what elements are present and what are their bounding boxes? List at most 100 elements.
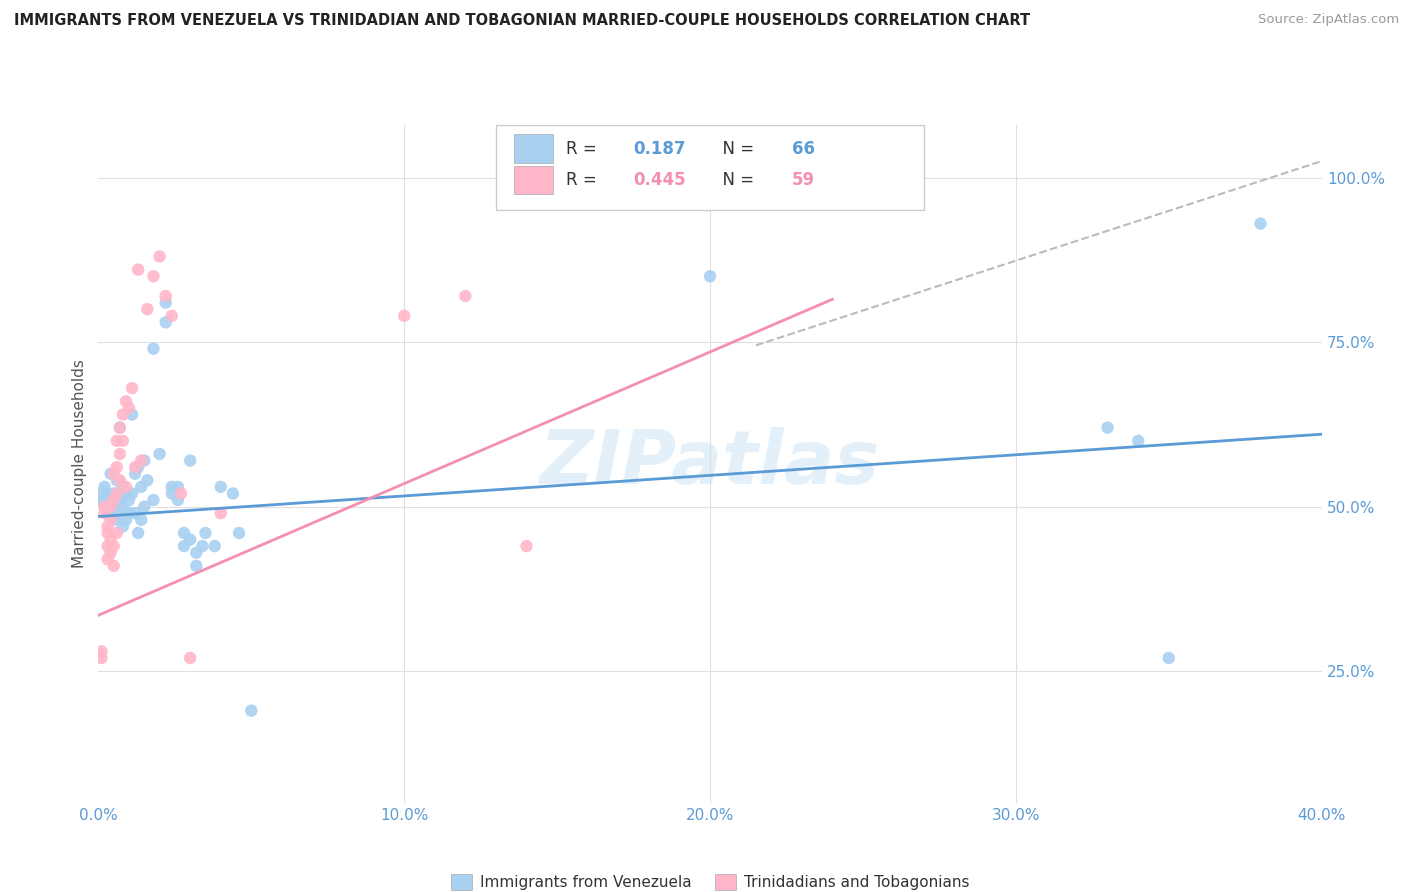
Point (155, 295, 177, 310)
Point (142, 269, 165, 284)
Text: IMMIGRANTS FROM VENEZUELA VS TRINIDADIAN AND TOBAGONIAN MARRIED-COUPLE HOUSEHOLD: IMMIGRANTS FROM VENEZUELA VS TRINIDADIAN… (14, 13, 1031, 29)
Text: 66: 66 (792, 140, 815, 158)
Point (186, 558, 208, 573)
Point (127, 262, 149, 277)
Point (103, 513, 125, 527)
Text: Source: ZipAtlas.com: Source: ZipAtlas.com (1258, 13, 1399, 27)
Point (1097, 420, 1119, 434)
Point (93, 500, 115, 514)
FancyBboxPatch shape (515, 166, 554, 194)
Point (136, 473, 159, 487)
Point (97, 539, 120, 553)
Legend: Immigrants from Venezuela, Trinidadians and Tobagonians: Immigrants from Venezuela, Trinidadians … (444, 868, 976, 892)
Point (118, 401, 141, 415)
Point (179, 453, 201, 467)
Point (173, 539, 195, 553)
Point (209, 506, 232, 520)
Point (90, 486, 112, 500)
Point (160, 480, 183, 494)
Point (100, 493, 122, 508)
Point (186, 546, 208, 560)
Text: 59: 59 (792, 170, 815, 189)
Point (167, 480, 190, 494)
Point (105, 460, 128, 475)
Point (111, 519, 134, 533)
Point (93, 493, 115, 508)
Point (121, 408, 143, 422)
Point (97, 552, 120, 566)
Text: 0.445: 0.445 (633, 170, 686, 189)
Point (100, 533, 122, 547)
Point (170, 486, 193, 500)
Point (149, 447, 172, 461)
Point (127, 525, 149, 540)
Point (155, 315, 177, 329)
Point (111, 434, 134, 448)
FancyBboxPatch shape (515, 135, 554, 163)
Point (105, 434, 128, 448)
Point (124, 467, 146, 481)
Point (118, 506, 141, 520)
Point (97, 486, 120, 500)
Point (108, 493, 131, 508)
Point (105, 506, 128, 520)
Point (100, 513, 122, 527)
Point (115, 480, 138, 494)
Point (100, 467, 122, 481)
Text: N =: N = (713, 140, 759, 158)
Point (97, 500, 120, 514)
Point (142, 342, 165, 356)
Point (121, 486, 143, 500)
Text: ZIPatlas: ZIPatlas (540, 427, 880, 500)
Text: 0.187: 0.187 (633, 140, 686, 158)
Point (90, 644, 112, 658)
Point (100, 500, 122, 514)
Point (105, 473, 128, 487)
Point (97, 525, 120, 540)
Point (142, 493, 165, 508)
Point (103, 493, 125, 508)
Point (115, 486, 138, 500)
Point (155, 289, 177, 303)
Point (1157, 651, 1180, 665)
Point (93, 480, 115, 494)
Point (100, 546, 122, 560)
Point (111, 480, 134, 494)
Point (222, 486, 245, 500)
Y-axis label: Married-couple Households: Married-couple Households (72, 359, 87, 568)
Point (228, 525, 250, 540)
Point (1128, 434, 1150, 448)
Point (167, 493, 190, 508)
Point (179, 533, 201, 547)
Point (97, 506, 120, 520)
Point (90, 493, 112, 508)
Point (204, 539, 226, 553)
Point (124, 460, 146, 475)
Point (121, 381, 143, 395)
Point (129, 453, 152, 467)
Point (108, 420, 131, 434)
Point (105, 525, 128, 540)
Point (191, 539, 214, 553)
Point (108, 447, 131, 461)
Point (93, 500, 115, 514)
Point (136, 302, 159, 317)
Point (103, 486, 125, 500)
Point (516, 539, 538, 553)
FancyBboxPatch shape (496, 125, 924, 210)
Point (93, 506, 115, 520)
Point (173, 525, 195, 540)
Point (115, 394, 138, 409)
Point (97, 519, 120, 533)
Point (103, 500, 125, 514)
Point (129, 513, 152, 527)
Point (124, 506, 146, 520)
Point (134, 500, 156, 514)
Point (108, 420, 131, 434)
Point (105, 486, 128, 500)
Point (392, 309, 416, 323)
Point (134, 453, 156, 467)
Point (209, 480, 232, 494)
Point (1249, 217, 1271, 231)
Point (179, 651, 201, 665)
